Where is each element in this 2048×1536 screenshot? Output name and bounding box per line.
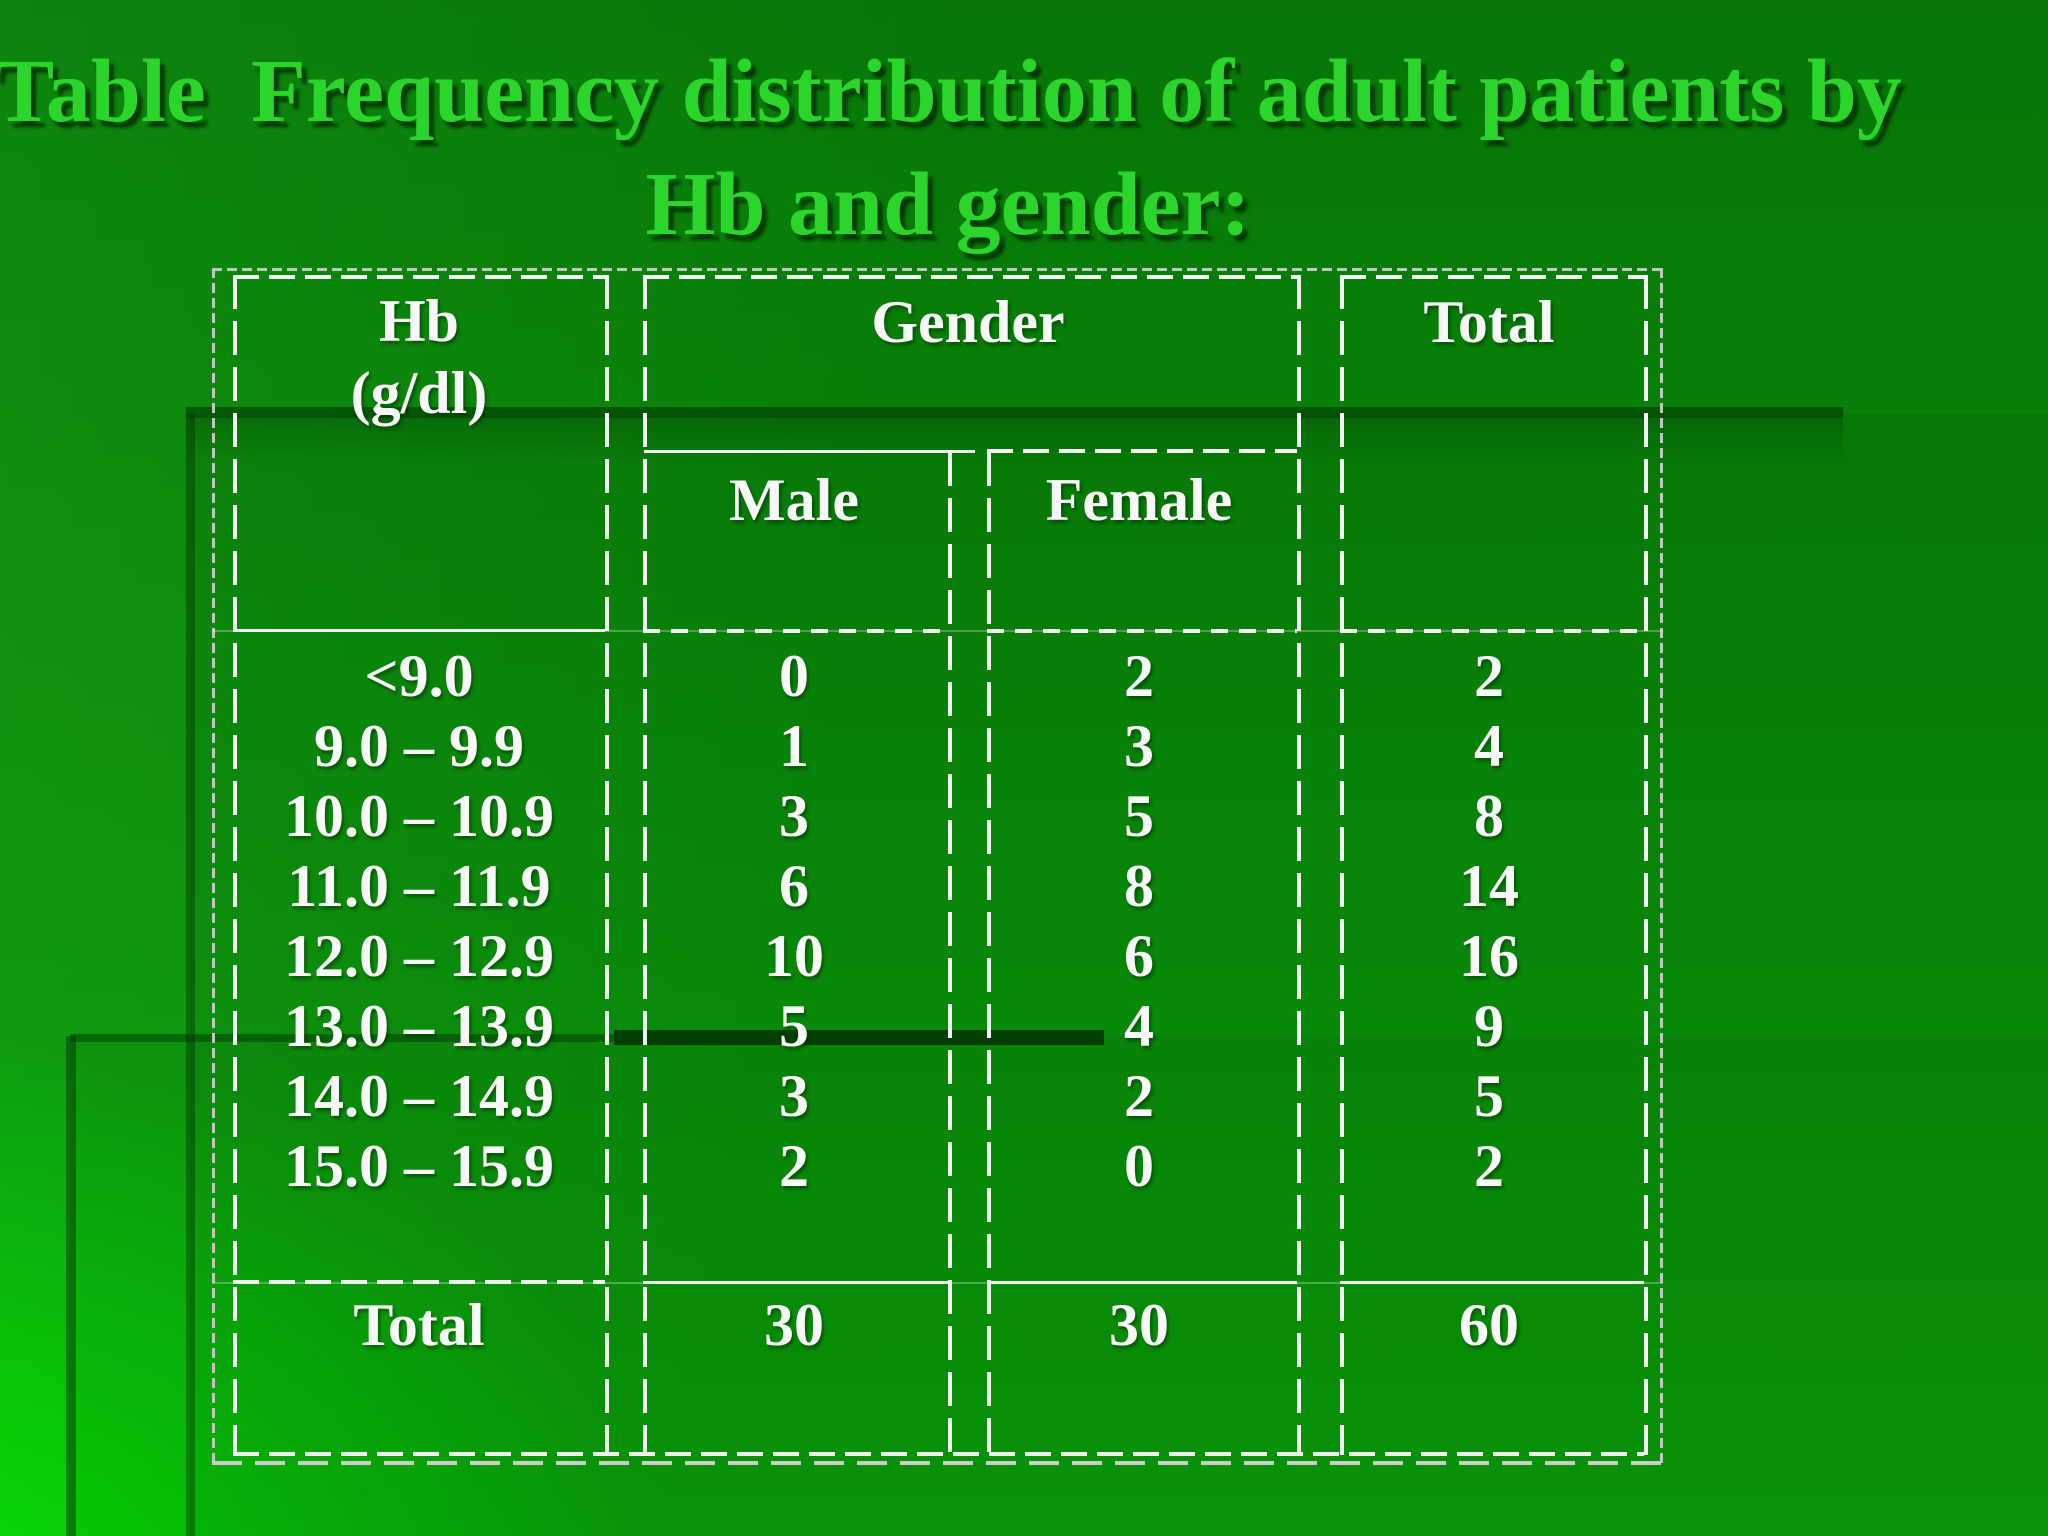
border-line — [1340, 275, 1344, 1455]
total-count-cell: 9 — [1474, 993, 1504, 1059]
border-line — [212, 1461, 1663, 1465]
border-line — [1297, 275, 1301, 1455]
female-count-cell: 4 — [1124, 993, 1154, 1059]
border-line — [987, 452, 991, 1455]
border-line — [212, 268, 1663, 271]
hb-range-cell: 12.0 – 12.9 — [284, 923, 554, 989]
border-line — [233, 275, 237, 1455]
border-line — [1660, 268, 1663, 1464]
male-count-cell: 6 — [779, 853, 809, 919]
male-count-cell: 2 — [779, 1133, 809, 1199]
border-line — [987, 1281, 1297, 1284]
male-count-cell: 3 — [779, 1063, 809, 1129]
border-line — [643, 629, 948, 633]
total-count-cell: 16 — [1459, 923, 1519, 989]
border-line — [233, 629, 605, 632]
background-step-rectangle — [190, 414, 2048, 1536]
total-count-cell: 8 — [1474, 783, 1504, 849]
slide-title-line-1: Table Frequency distribution of adult pa… — [0, 42, 1902, 141]
total-count-cell: 5 — [1474, 1063, 1504, 1129]
border-line — [644, 450, 975, 453]
male-count-cell: 5 — [779, 993, 809, 1059]
hb-header-unit: (g/dl) — [350, 360, 488, 426]
border-line — [233, 1280, 605, 1284]
male-count-cell: 0 — [779, 643, 809, 709]
hb-range-cell: 9.0 – 9.9 — [314, 713, 524, 779]
hb-range-cell: 10.0 – 10.9 — [284, 783, 554, 849]
total-count-cell: 2 — [1474, 1133, 1504, 1199]
dark-horizontal-line — [186, 407, 1843, 418]
male-total-cell: 30 — [764, 1292, 824, 1358]
gender-column-header: Gender — [871, 289, 1065, 355]
hb-range-cell: 15.0 – 15.9 — [284, 1133, 554, 1199]
dark-horizontal-line — [70, 1034, 614, 1042]
hb-column-header: Hb (g/dl) — [233, 285, 605, 429]
total-count-cell: 2 — [1474, 643, 1504, 709]
border-line — [233, 1452, 1644, 1456]
slide-title-line-2: Hb and gender: — [645, 155, 1251, 254]
hb-range-cell: 11.0 – 11.9 — [287, 853, 551, 919]
hb-header-label: Hb — [378, 288, 460, 354]
slide-title: Table Frequency distribution of adult pa… — [0, 35, 1908, 261]
border-line — [948, 452, 952, 1455]
border-line — [1644, 275, 1648, 1455]
female-count-cell: 3 — [1124, 713, 1154, 779]
background-step-edge — [66, 1036, 76, 1536]
male-count-cell: 10 — [764, 923, 824, 989]
dark-horizontal-line — [614, 1030, 1104, 1045]
female-count-cell: 8 — [1124, 853, 1154, 919]
border-line — [1340, 1281, 1644, 1284]
hb-range-cell: 13.0 – 13.9 — [284, 993, 554, 1059]
border-line — [1340, 629, 1644, 633]
grand-total-cell: 60 — [1459, 1292, 1519, 1358]
total-count-cell: 4 — [1474, 713, 1504, 779]
border-line — [987, 449, 1297, 453]
border-line — [605, 275, 609, 1455]
border-line — [1340, 275, 1648, 279]
male-count-cell: 1 — [779, 713, 809, 779]
border-line — [643, 275, 1301, 279]
total-column-header: Total — [1423, 289, 1555, 355]
border-line — [643, 1281, 948, 1284]
border-line — [987, 629, 1297, 633]
female-subheader: Female — [1045, 467, 1233, 533]
female-count-cell: 2 — [1124, 643, 1154, 709]
female-count-cell: 0 — [1124, 1133, 1154, 1199]
female-count-cell: 5 — [1124, 783, 1154, 849]
border-line — [212, 268, 215, 1464]
female-total-cell: 30 — [1109, 1292, 1169, 1358]
male-count-cell: 3 — [779, 783, 809, 849]
total-row-label: Total — [353, 1292, 485, 1358]
background-step-edge — [186, 414, 195, 1536]
female-count-cell: 2 — [1124, 1063, 1154, 1129]
hb-range-cell: <9.0 — [364, 643, 474, 709]
dark-horizontal-line-shadow — [186, 418, 1843, 464]
female-count-cell: 6 — [1124, 923, 1154, 989]
male-subheader: Male — [729, 467, 859, 533]
border-line — [233, 275, 609, 279]
total-count-cell: 14 — [1459, 853, 1519, 919]
border-line — [643, 275, 647, 1455]
hb-range-cell: 14.0 – 14.9 — [284, 1063, 554, 1129]
